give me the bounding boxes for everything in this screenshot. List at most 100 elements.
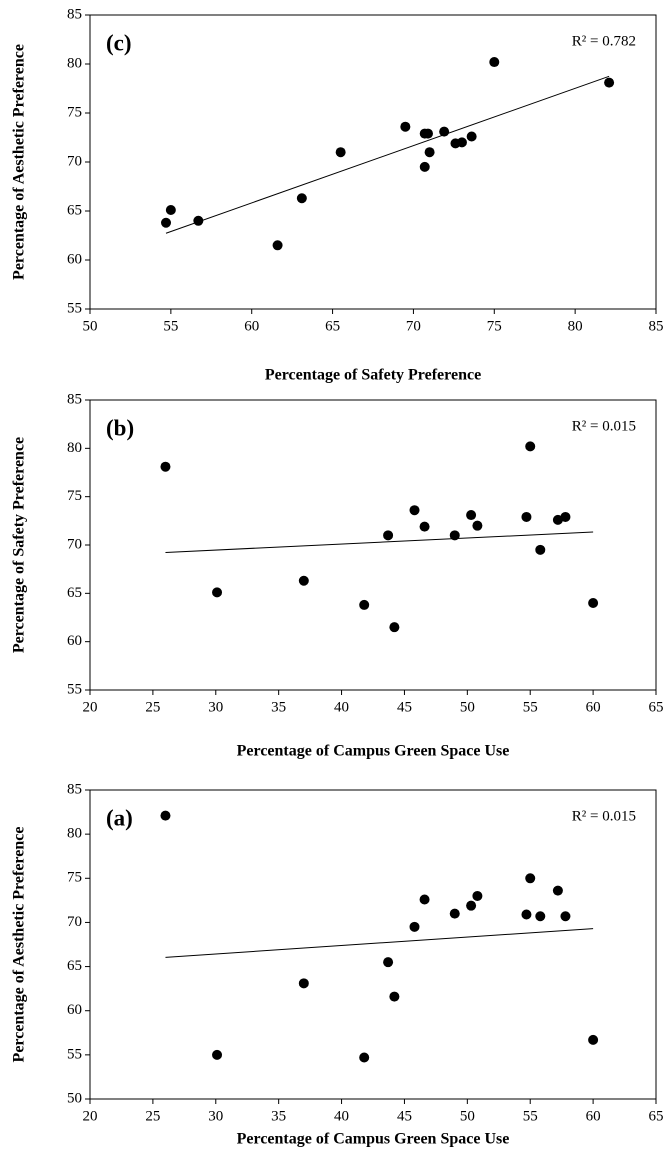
point xyxy=(456,137,467,148)
y-tick-label: 55 xyxy=(67,1046,82,1062)
y-tick-label: 65 xyxy=(67,202,82,218)
point xyxy=(525,873,536,884)
point xyxy=(298,978,309,989)
point xyxy=(466,900,477,911)
x-axis-title: Percentage of Safety Preference xyxy=(265,367,481,384)
x-tick-label: 50 xyxy=(460,699,475,715)
x-tick-label: 55 xyxy=(523,699,538,715)
y-tick-label: 80 xyxy=(67,55,82,71)
y-tick-label: 65 xyxy=(67,585,82,601)
x-tick-label: 20 xyxy=(83,699,98,715)
y-tick-label: 85 xyxy=(67,391,82,407)
x-tick-label: 65 xyxy=(649,1108,664,1124)
point xyxy=(389,991,400,1002)
point xyxy=(409,921,420,932)
point xyxy=(335,147,346,158)
x-tick-label: 75 xyxy=(487,318,502,334)
y-tick-label: 60 xyxy=(67,633,82,649)
x-tick-label: 60 xyxy=(244,318,259,334)
point xyxy=(439,126,450,137)
r-squared: R² = 0.782 xyxy=(572,33,636,49)
x-tick-label: 40 xyxy=(334,699,349,715)
y-tick-label: 65 xyxy=(67,958,82,974)
y-tick-label: 75 xyxy=(67,870,82,886)
y-tick-label: 60 xyxy=(67,251,82,267)
y-tick-label: 70 xyxy=(67,914,82,930)
point xyxy=(161,217,172,228)
x-tick-label: 30 xyxy=(208,699,223,715)
y-axis-title: Percentage of Aesthetic Preference xyxy=(11,44,28,280)
point xyxy=(389,622,400,633)
point xyxy=(298,575,309,586)
point xyxy=(535,544,546,555)
point xyxy=(466,131,477,142)
point xyxy=(383,957,394,968)
point xyxy=(560,911,571,922)
point xyxy=(383,530,394,541)
point xyxy=(272,240,283,251)
point xyxy=(212,587,223,598)
point xyxy=(535,911,546,922)
x-tick-label: 70 xyxy=(406,318,421,334)
x-axis-title: Percentage of Campus Green Space Use xyxy=(237,1131,510,1148)
x-tick-label: 45 xyxy=(397,1108,412,1124)
point xyxy=(359,1052,370,1063)
panel-label: (c) xyxy=(106,30,132,55)
y-tick-label: 75 xyxy=(67,104,82,120)
scatter-panel: 50 55 60 65 70 75 80 85 20 25 30 35 40 45 50 55 60 65 Perc… xyxy=(11,781,664,1147)
y-tick-label: 55 xyxy=(67,681,82,697)
point xyxy=(409,505,420,516)
point xyxy=(472,520,483,531)
point xyxy=(489,57,500,68)
point xyxy=(359,599,370,610)
x-tick-label: 20 xyxy=(83,1108,98,1124)
panel-label: (b) xyxy=(106,415,134,440)
point xyxy=(424,147,435,158)
point xyxy=(552,514,563,525)
point xyxy=(296,193,307,204)
r-squared: R² = 0.015 xyxy=(572,808,636,824)
point xyxy=(419,161,430,172)
x-tick-label: 35 xyxy=(271,1108,286,1124)
plot-frame xyxy=(89,399,657,691)
x-tick-label: 85 xyxy=(649,318,664,334)
scatter-panel: 55 60 65 70 75 80 85 20 25 30 35 40 45 50 55 60 65 Percen… xyxy=(11,391,664,759)
point xyxy=(552,885,563,896)
point xyxy=(560,511,571,522)
point xyxy=(604,77,615,88)
point xyxy=(419,128,430,139)
x-tick-label: 65 xyxy=(325,318,340,334)
y-tick-label: 50 xyxy=(67,1090,82,1106)
point xyxy=(165,205,176,216)
x-tick-label: 25 xyxy=(145,1108,160,1124)
x-tick-label: 60 xyxy=(586,1108,601,1124)
y-tick-label: 85 xyxy=(67,6,82,22)
trendline xyxy=(165,928,594,958)
y-tick-label: 75 xyxy=(67,488,82,504)
x-tick-label: 65 xyxy=(649,699,664,715)
point xyxy=(419,894,430,905)
point xyxy=(419,521,430,532)
x-tick-label: 55 xyxy=(163,318,178,334)
y-axis-title: Percentage of Safety Preference xyxy=(11,437,28,653)
point xyxy=(588,1034,599,1045)
x-tick-label: 45 xyxy=(397,699,412,715)
point xyxy=(525,441,536,452)
x-tick-label: 50 xyxy=(83,318,98,334)
point xyxy=(449,908,460,919)
trendline xyxy=(165,75,610,234)
x-axis-title: Percentage of Campus Green Space Use xyxy=(237,743,510,760)
x-tick-label: 30 xyxy=(208,1108,223,1124)
point xyxy=(160,461,171,472)
y-tick-label: 80 xyxy=(67,826,82,842)
plot-frame xyxy=(89,14,657,310)
x-tick-label: 25 xyxy=(145,699,160,715)
y-tick-label: 85 xyxy=(67,781,82,797)
y-tick-label: 55 xyxy=(67,300,82,316)
y-axis-title: Percentage of Aesthetic Preference xyxy=(11,827,28,1063)
panel-label: (a) xyxy=(106,805,133,830)
trendline xyxy=(165,531,594,553)
point xyxy=(588,598,599,608)
point xyxy=(472,890,483,901)
